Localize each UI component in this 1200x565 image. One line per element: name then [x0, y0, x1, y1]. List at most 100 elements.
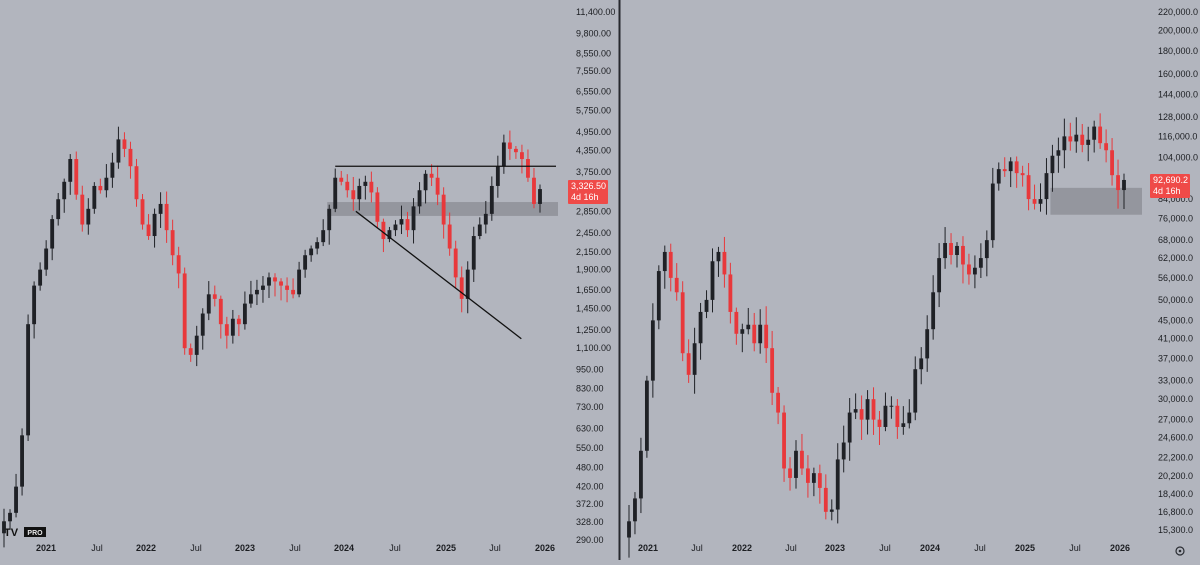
- candle-body: [351, 190, 356, 200]
- y-tick-label: 76,000.0: [1158, 214, 1193, 224]
- candle-body: [62, 181, 67, 200]
- candle-body: [146, 224, 151, 237]
- candle-body: [417, 190, 422, 207]
- candle-body: [309, 248, 314, 256]
- candle-body: [817, 473, 822, 488]
- y-tick-label: 2,450.00: [576, 228, 611, 238]
- settings-gear-icon[interactable]: [1175, 546, 1185, 556]
- candle-body: [248, 294, 253, 304]
- candle-body: [955, 245, 959, 255]
- candle-body: [532, 177, 536, 204]
- y-tick-label: 62,000.0: [1158, 253, 1193, 263]
- candle-body: [212, 294, 217, 299]
- candle-body: [104, 177, 109, 191]
- candle-body: [273, 277, 277, 282]
- candle-body: [1002, 169, 1007, 172]
- y-tick-label: 8,550.00: [576, 48, 611, 58]
- candle-body: [520, 152, 524, 160]
- logo-badge-label: PRO: [27, 530, 43, 537]
- candle-body: [26, 324, 31, 436]
- candle-body: [776, 392, 781, 413]
- candle-body: [1068, 136, 1073, 142]
- candle-body: [877, 419, 882, 427]
- candle-body: [98, 185, 103, 191]
- candle-body: [74, 159, 79, 195]
- candle-body: [459, 277, 464, 299]
- candle-body: [734, 311, 739, 334]
- y-tick-label: 1,100.00: [576, 343, 611, 353]
- candle-body: [471, 236, 476, 270]
- y-tick-label: 2,850.00: [576, 206, 611, 216]
- candle-body: [206, 294, 211, 314]
- y-tick-label: 2,150.00: [576, 247, 611, 257]
- candle-body: [333, 177, 338, 209]
- candle-body: [668, 251, 673, 278]
- candle-body: [895, 405, 900, 427]
- y-tick-label: 18,400.0: [1158, 489, 1193, 499]
- candle-body: [303, 255, 308, 270]
- candle-body: [674, 277, 679, 293]
- y-tick-label: 4,950.00: [576, 127, 611, 137]
- candle-body: [650, 320, 655, 381]
- candle-body: [1038, 199, 1043, 204]
- logo-badge: [24, 527, 46, 537]
- candle-body: [1116, 175, 1120, 191]
- candle-body: [327, 208, 332, 231]
- y-tick-label: 20,200.0: [1158, 471, 1193, 481]
- candle-body: [1026, 175, 1031, 200]
- candle-body: [728, 274, 733, 312]
- trend-line[interactable]: [355, 210, 522, 340]
- support-zone[interactable]: [1050, 187, 1142, 215]
- candle-body: [811, 473, 816, 483]
- candle-body: [363, 181, 368, 186]
- y-tick-label: 180,000.0: [1158, 46, 1198, 56]
- candle-body: [381, 221, 386, 240]
- candle-body: [1056, 150, 1061, 156]
- candle-body: [1092, 126, 1097, 140]
- y-tick-label: 830.00: [576, 384, 604, 394]
- y-tick-label: 3,750.00: [576, 167, 611, 177]
- y-tick-label: 420.00: [576, 482, 604, 492]
- candle-body: [758, 324, 763, 344]
- candle-body: [297, 269, 302, 295]
- x-tick-label: 2024: [334, 543, 354, 553]
- y-tick-label: 50,000.0: [1158, 295, 1193, 305]
- candle-body: [919, 358, 924, 370]
- y-tick-label: 730.00: [576, 402, 604, 412]
- y-tick-label: 630.00: [576, 423, 604, 433]
- candle-body: [291, 289, 296, 295]
- candle-body: [925, 329, 930, 359]
- candle-body: [134, 166, 139, 200]
- candle-body: [441, 194, 446, 225]
- candle-body: [686, 353, 691, 375]
- candle-body: [698, 311, 703, 344]
- candle-body: [507, 142, 512, 149]
- candle-body: [1086, 139, 1091, 145]
- y-tick-label: 24,600.0: [1158, 433, 1193, 443]
- y-tick-label: 84,000.0: [1158, 194, 1193, 204]
- y-tick-label: 30,000.0: [1158, 394, 1193, 404]
- candle-body: [1008, 161, 1013, 172]
- candle-body: [692, 343, 697, 375]
- x-tick-label: 2023: [825, 543, 845, 553]
- y-tick-label: 144,000.0: [1158, 89, 1198, 99]
- candle-body: [961, 245, 965, 265]
- candle-body: [1098, 126, 1103, 144]
- candle-body: [835, 459, 840, 510]
- candle-body: [20, 435, 24, 487]
- last-price-countdown: 4d 16h: [571, 192, 599, 202]
- candle-body: [423, 173, 428, 191]
- candle-body: [224, 324, 229, 336]
- candle-body: [267, 277, 271, 286]
- candle-body: [859, 409, 864, 420]
- candle-body: [782, 412, 786, 469]
- y-tick-label: 480.00: [576, 462, 604, 472]
- candle-body: [680, 292, 685, 354]
- last-price-badge: [568, 180, 608, 204]
- candle-body: [972, 267, 977, 275]
- candle-body: [1080, 134, 1085, 145]
- last-price-value: 92,690.2: [1153, 175, 1188, 185]
- candle-body: [339, 177, 344, 182]
- candle-body: [495, 166, 500, 186]
